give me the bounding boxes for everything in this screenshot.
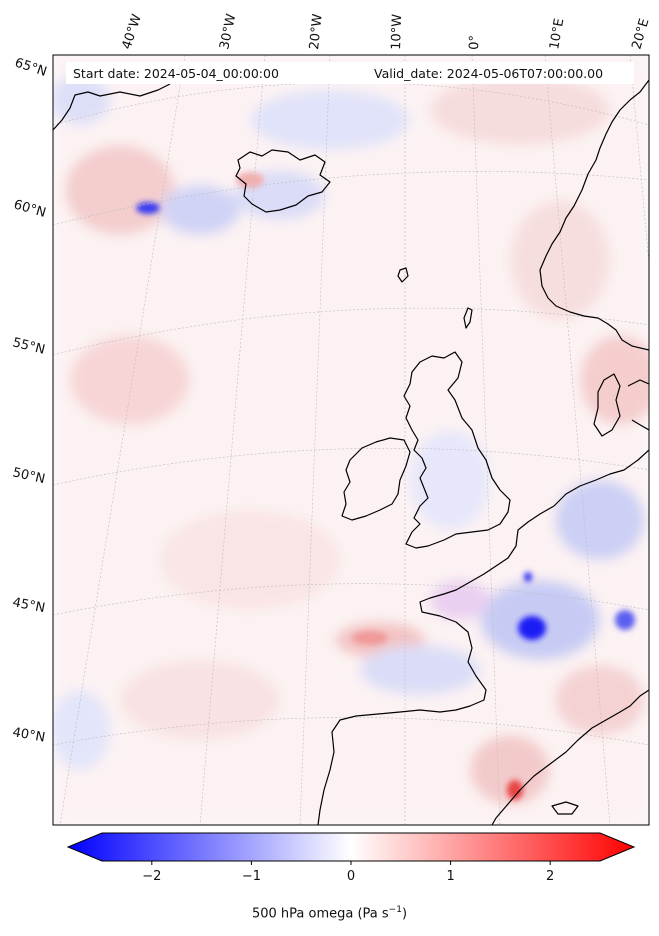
map-panel (53, 55, 649, 825)
coastlines (53, 79, 649, 825)
colorbar-tick-label: 0 (347, 869, 355, 884)
lat-label-55n: 55°N (11, 335, 46, 357)
greenland-coast (53, 83, 171, 131)
date-header-box (66, 62, 634, 84)
iberia-coast (491, 689, 649, 825)
map-frame (52, 54, 650, 826)
shetland-coast (463, 307, 473, 329)
lat-label-60n: 60°N (12, 197, 48, 220)
lat-label-50n: 50°N (11, 465, 46, 487)
start-date-label: Start date: 2024-05-04_00:00:00 (73, 66, 279, 81)
faroe-coast (397, 267, 409, 283)
colorbar-ticks: −2 −1 0 1 2 (142, 861, 554, 884)
lat-label-40n: 40°N (11, 725, 46, 745)
mediterranean-island-coast (551, 801, 579, 815)
colorbar-gradient (66, 832, 636, 862)
longitude-labels: 40°W 30°W 20°W 10°W 0° 10°E 20°E (120, 12, 653, 51)
lat-label-45n: 45°N (11, 595, 46, 616)
iceland-coast (235, 149, 331, 213)
valid-date-label: Valid_date: 2024-05-06T07:00:00.00 (374, 66, 603, 81)
colorbar-tick-label: 2 (546, 869, 554, 884)
latitude-labels: 65°N 60°N 55°N 50°N 45°N 40°N (11, 56, 49, 746)
scandinavia-coast (539, 79, 649, 351)
colorbar-label-close: ) (401, 906, 408, 922)
lon-label-40w: 40°W (120, 12, 145, 51)
colorbar-title: 500 hPa omega (Pa s−1) (0, 905, 659, 921)
sweden-coast (627, 379, 649, 431)
lon-label-30w: 30°W (217, 12, 239, 50)
colorbar-label-exponent: −1 (388, 905, 402, 915)
continental-europe-coast (317, 449, 649, 825)
colorbar-label: 500 hPa omega (Pa s (251, 906, 389, 922)
ireland-coast (341, 437, 411, 521)
colorbar-tick-label: −2 (142, 869, 161, 884)
colorbar-tick-label: 1 (446, 869, 454, 884)
lon-label-20e: 20°E (629, 17, 652, 51)
omega-strong-cells (136, 172, 635, 800)
colorbar: −2 −1 0 1 2 (66, 832, 636, 884)
lon-label-10e: 10°E (547, 17, 567, 50)
colorbar-tick-label: −1 (242, 869, 261, 884)
great-britain-coast (403, 351, 511, 549)
denmark-coast (593, 373, 621, 437)
lon-label-10w: 10°W (389, 14, 405, 51)
lon-label-0: 0° (467, 35, 483, 50)
lon-label-20w: 20°W (307, 13, 326, 50)
omega-field (53, 55, 649, 825)
lat-label-65n: 65°N (13, 56, 49, 80)
gridlines (53, 55, 649, 825)
